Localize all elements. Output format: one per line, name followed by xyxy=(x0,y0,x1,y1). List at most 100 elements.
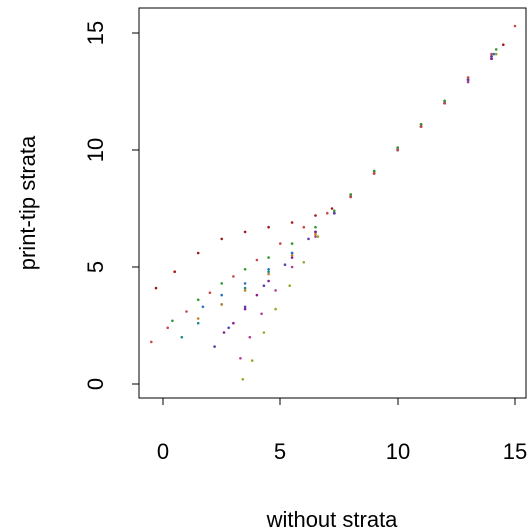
y-tick-label: 5 xyxy=(83,261,108,273)
data-point xyxy=(243,268,247,271)
data-point xyxy=(150,340,153,344)
data-point xyxy=(267,279,270,283)
data-point xyxy=(290,221,294,224)
data-point xyxy=(333,209,336,213)
data-point xyxy=(302,261,306,264)
data-point xyxy=(267,272,270,276)
data-point xyxy=(243,307,247,311)
data-point xyxy=(267,268,270,271)
data-point xyxy=(372,169,376,173)
data-point xyxy=(283,263,287,267)
data-point xyxy=(372,172,376,175)
data-point xyxy=(333,211,336,215)
data-point xyxy=(267,256,270,259)
y-tick-label: 0 xyxy=(83,378,108,390)
data-point xyxy=(349,195,353,199)
data-point xyxy=(260,312,263,316)
x-tick-label: 0 xyxy=(157,439,169,464)
data-point xyxy=(208,291,212,295)
data-point xyxy=(419,123,423,126)
data-point xyxy=(396,148,400,152)
data-point xyxy=(227,326,230,330)
data-point xyxy=(243,305,247,309)
data-point xyxy=(290,256,294,259)
data-point xyxy=(502,43,505,46)
data-point xyxy=(302,225,306,229)
data-point xyxy=(213,345,216,348)
plot-frame xyxy=(138,7,527,399)
data-point xyxy=(243,289,247,292)
data-point xyxy=(492,52,496,56)
data-point xyxy=(494,52,498,56)
x-tick-label: 5 xyxy=(274,439,286,464)
data-point xyxy=(243,282,247,285)
data-point xyxy=(290,265,294,269)
x-axis: 0 5 10 15 without strata xyxy=(157,397,527,531)
data-point xyxy=(241,378,245,381)
data-point xyxy=(180,335,184,339)
data-point xyxy=(262,284,266,288)
data-point xyxy=(154,286,158,290)
data-point xyxy=(243,286,247,290)
data-point xyxy=(314,235,317,238)
data-point xyxy=(250,359,254,362)
data-point xyxy=(513,24,517,28)
data-point xyxy=(262,331,266,334)
data-point xyxy=(232,321,235,325)
x-tick-label: 10 xyxy=(386,439,410,464)
data-point xyxy=(419,125,423,128)
data-point xyxy=(290,254,294,257)
data-point xyxy=(274,307,277,311)
data-point xyxy=(466,80,470,84)
data-point xyxy=(314,225,317,229)
data-point xyxy=(290,242,294,245)
data-point xyxy=(248,335,252,339)
data-point xyxy=(196,251,200,255)
y-tick-label: 15 xyxy=(83,21,108,45)
data-point xyxy=(185,310,188,313)
data-point xyxy=(232,275,235,278)
data-point xyxy=(314,232,317,236)
data-point xyxy=(314,230,317,234)
data-point xyxy=(443,101,446,105)
data-point xyxy=(243,230,247,234)
data-point xyxy=(290,251,294,255)
data-point xyxy=(196,321,200,325)
data-point xyxy=(307,237,310,241)
data-point xyxy=(267,270,270,274)
x-axis-title: without strata xyxy=(266,507,399,531)
x-tick-label: 15 xyxy=(503,439,527,464)
data-point xyxy=(171,319,174,323)
data-point xyxy=(220,303,223,306)
data-point xyxy=(255,258,259,262)
data-point xyxy=(220,237,223,241)
y-tick-label: 10 xyxy=(83,138,108,162)
data-point xyxy=(196,317,200,320)
data-point xyxy=(466,78,470,82)
data-point xyxy=(490,52,493,56)
data-point xyxy=(274,289,277,292)
data-point xyxy=(239,357,242,360)
data-point xyxy=(466,76,470,79)
data-point xyxy=(279,242,282,245)
data-point xyxy=(201,305,205,309)
data-point xyxy=(220,282,223,285)
y-axis-title: print-tip strata xyxy=(15,135,40,270)
data-point xyxy=(166,326,169,330)
data-point xyxy=(490,57,493,60)
data-point xyxy=(316,235,320,238)
data-point xyxy=(490,55,493,58)
data-point xyxy=(267,225,270,229)
data-point xyxy=(255,293,259,297)
y-axis: 0 5 10 15 print-tip strata xyxy=(15,21,140,390)
data-point xyxy=(494,48,498,51)
data-point xyxy=(396,146,400,149)
data-point xyxy=(220,293,223,297)
data-point xyxy=(443,99,446,103)
data-point xyxy=(196,298,200,302)
data-point xyxy=(288,284,292,288)
data-point xyxy=(173,270,176,274)
data-point xyxy=(222,331,226,334)
points-layer xyxy=(150,24,517,381)
